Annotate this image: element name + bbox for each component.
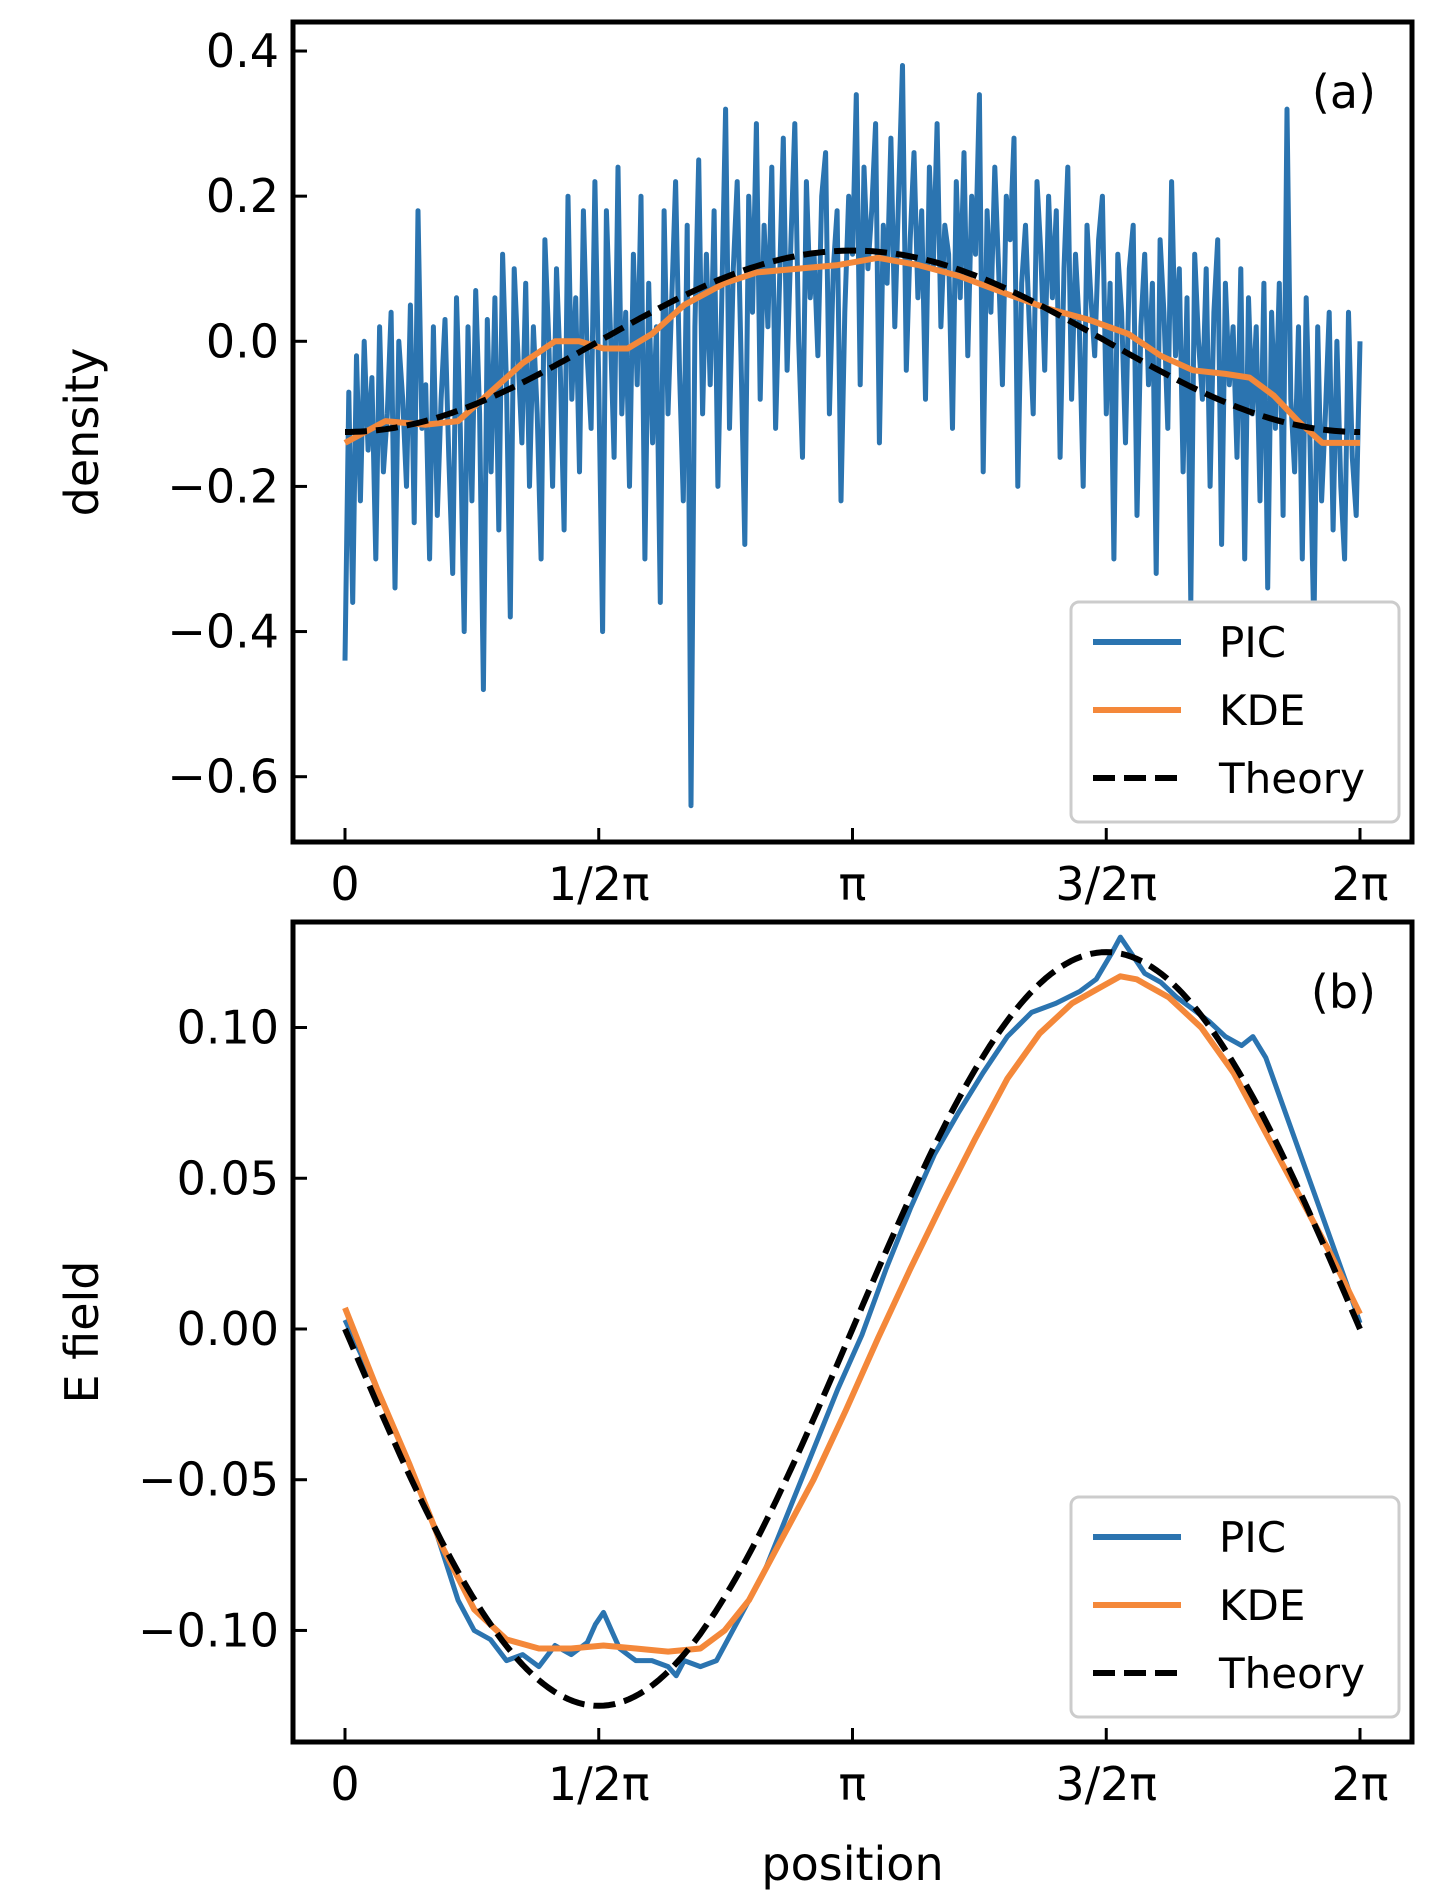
series-line-theory — [342, 949, 1363, 1709]
legend-label-theory: Theory — [1218, 754, 1365, 803]
x-tick-label: 1/2π — [548, 857, 650, 911]
y-tick-label: 0.2 — [206, 169, 279, 223]
legend-label-pic: PIC — [1219, 618, 1286, 667]
x-tick-label: π — [839, 857, 867, 911]
y-tick-label: 0.05 — [177, 1151, 279, 1205]
legend-label-kde: KDE — [1219, 686, 1305, 735]
y-tick-label: 0.00 — [177, 1302, 279, 1356]
legend-label-kde: KDE — [1219, 1581, 1305, 1630]
x-tick-label: π — [839, 1757, 867, 1811]
legend: PIC KDE Theory — [1069, 1495, 1401, 1719]
series-line-kde — [343, 254, 1360, 446]
x-tick-label: 0 — [330, 857, 359, 911]
panel-label: (b) — [1311, 965, 1376, 1019]
x-tick-label: 0 — [330, 1757, 359, 1811]
x-tick-label: 3/2π — [1055, 857, 1157, 911]
panel-label: (a) — [1312, 65, 1376, 119]
y-tick-label: −0.10 — [138, 1603, 279, 1657]
series-line-kde — [342, 973, 1363, 1655]
legend-label-pic: PIC — [1219, 1513, 1286, 1562]
y-tick-label: −0.05 — [138, 1453, 279, 1507]
y-tick-label: 0.0 — [206, 314, 279, 368]
x-axis-label: position — [761, 1837, 943, 1891]
x-tick-label: 2π — [1332, 857, 1389, 911]
y-axis-label: density — [55, 348, 109, 517]
legend: PIC KDE Theory — [1069, 600, 1401, 824]
x-tick-label: 2π — [1332, 1757, 1389, 1811]
y-tick-label: 0.10 — [177, 1001, 279, 1055]
series-line-pic — [342, 934, 1363, 1679]
panel-b: 0 1/2π π 3/2π 2π 0.10 0.05 0.00 −0.05 −0.10 E fiel… — [55, 919, 1415, 1891]
panel-a: 0 1/2π π 3/2π 2π 0.4 0.2 0.0 −0.2 −0.4 −0.6 density… — [55, 19, 1415, 911]
y-tick-label: −0.4 — [167, 605, 279, 659]
x-tick-label: 1/2π — [548, 1757, 650, 1811]
legend-box — [1069, 600, 1401, 824]
series-line-theory — [345, 247, 1360, 435]
y-tick-label: −0.6 — [167, 750, 279, 804]
y-tick-label: −0.2 — [167, 459, 279, 513]
x-tick-label: 3/2π — [1055, 1757, 1157, 1811]
y-axis-label: E field — [55, 1261, 109, 1404]
y-tick-label: 0.4 — [206, 24, 279, 78]
legend-label-theory: Theory — [1218, 1649, 1365, 1698]
series-lines — [342, 934, 1363, 1709]
legend-box — [1069, 1495, 1401, 1719]
